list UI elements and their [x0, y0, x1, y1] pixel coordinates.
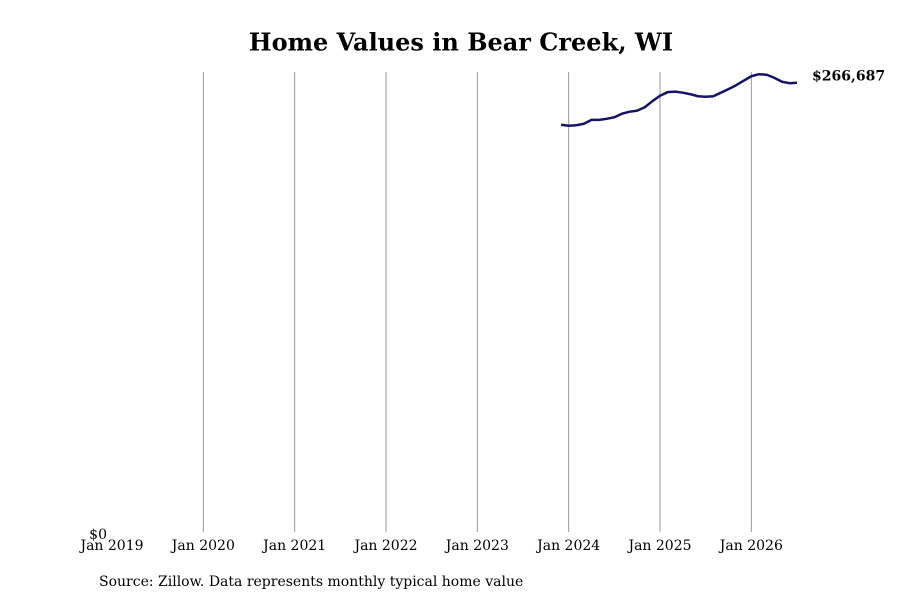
x-tick-label: Jan 2025 [626, 538, 691, 554]
x-tick-label: Jan 2023 [444, 538, 509, 554]
chart-title: Home Values in Bear Creek, WI [249, 28, 673, 57]
x-tick-label: Jan 2021 [261, 538, 326, 554]
x-tick-label: Jan 2020 [170, 538, 235, 554]
y-tick-label: $0 [89, 527, 107, 543]
source-note: Source: Zillow. Data represents monthly … [99, 574, 523, 590]
x-tick-label: Jan 2024 [535, 538, 600, 554]
x-tick-label: Jan 2022 [352, 538, 417, 554]
end-value-label: $266,687 [812, 69, 885, 85]
x-tick-label: Jan 2019 [78, 538, 143, 554]
line-series [560, 72, 798, 128]
x-tick-label: Jan 2026 [718, 538, 783, 554]
